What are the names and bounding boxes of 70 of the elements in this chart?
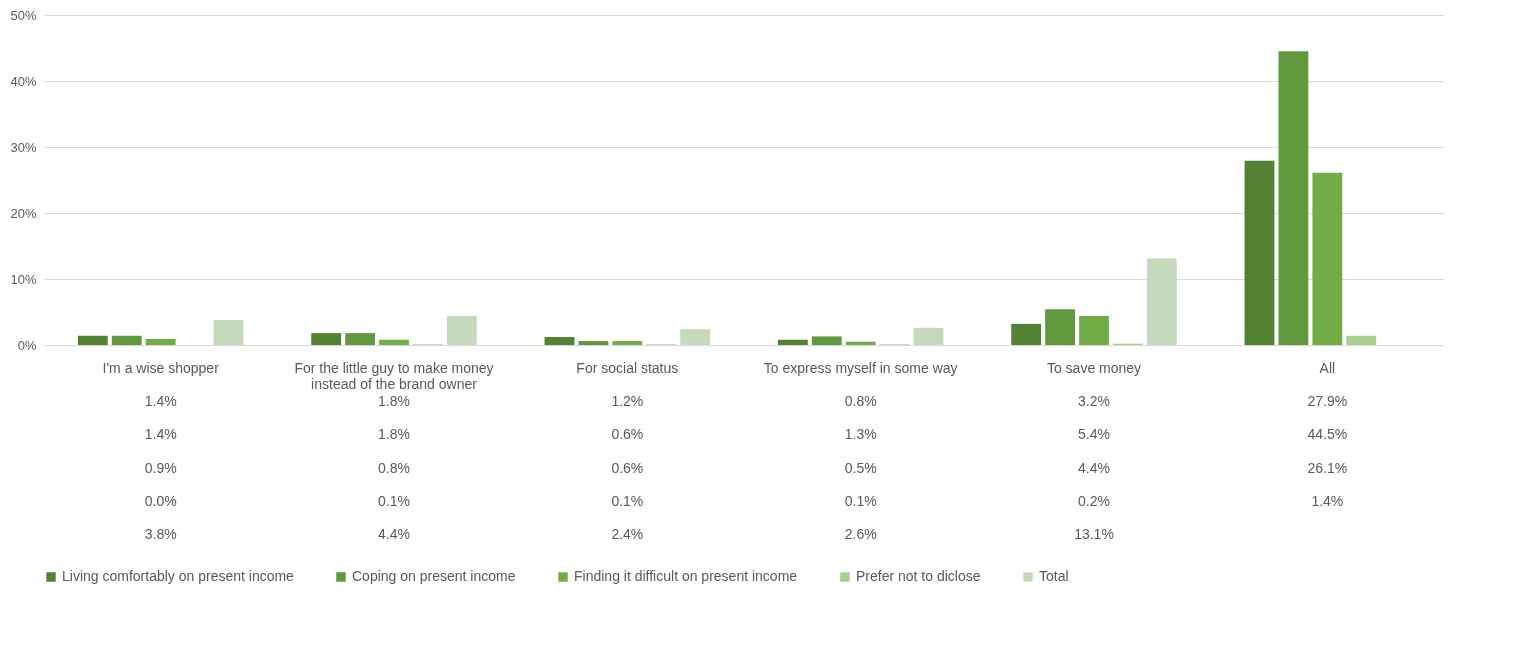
bar: [544, 337, 575, 345]
data-label: 2.6%: [844, 526, 877, 543]
x-tick-label: I'm a wise shopper: [102, 359, 220, 376]
data-label: 0.9%: [144, 459, 177, 476]
data-label: 4.4%: [378, 526, 410, 543]
data-label: 3.8%: [144, 526, 177, 543]
legend-label: Coping on present income: [352, 568, 516, 584]
bar: [1244, 160, 1275, 345]
y-tick-label: 10%: [10, 271, 37, 287]
x-tick-label: For social status: [576, 359, 679, 376]
data-label: 1.4%: [144, 426, 177, 443]
bar: [1079, 315, 1109, 345]
bar: [345, 333, 376, 345]
bar: [111, 335, 142, 345]
data-label: 1.2%: [611, 393, 644, 409]
legend-label: Finding it difficult on present income: [574, 568, 798, 584]
legend-label: Living comfortably on present income: [62, 568, 295, 584]
bar: [311, 333, 342, 345]
data-label: 0.1%: [844, 493, 877, 509]
data-label: 26.1%: [1307, 459, 1348, 476]
data-label: 1.8%: [378, 426, 410, 443]
legend-label: Prefer not to diclose: [856, 568, 981, 584]
data-label: 3.2%: [1078, 393, 1110, 409]
data-label: 0.2%: [1078, 493, 1110, 509]
data-label: 44.5%: [1307, 426, 1348, 443]
bar: [1011, 323, 1042, 345]
x-tick-label: To express myself in some way: [763, 359, 958, 376]
bar: [1045, 309, 1076, 345]
x-tick-label: All: [1319, 359, 1336, 376]
data-label: 0.6%: [611, 459, 644, 476]
bar: [680, 329, 711, 345]
y-tick-label: 20%: [10, 205, 37, 221]
bar: [145, 339, 176, 345]
y-tick-label: 30%: [10, 139, 37, 155]
bar: [811, 336, 842, 345]
data-label: 1.4%: [1311, 493, 1344, 509]
bar: [1312, 172, 1343, 345]
bar: [446, 315, 477, 345]
bar: [845, 341, 876, 345]
data-label: 0.1%: [378, 493, 410, 509]
data-label: 13.1%: [1074, 526, 1114, 543]
data-label: 0.5%: [844, 459, 877, 476]
y-tick-label: 50%: [10, 7, 37, 23]
bar: [612, 341, 643, 345]
data-label: 0.6%: [611, 426, 644, 443]
data-label: 1.8%: [378, 393, 410, 409]
y-tick-label: 0%: [17, 337, 37, 353]
bar: [213, 319, 244, 345]
data-label: 1.3%: [844, 426, 877, 443]
data-label: 0.0%: [144, 493, 177, 509]
data-label: 5.4%: [1078, 426, 1110, 443]
bar: [913, 327, 944, 345]
legend-label: Total: [1039, 568, 1069, 584]
data-label: 2.4%: [611, 526, 644, 543]
bar: [777, 339, 808, 345]
x-tick-label: To save money: [1046, 359, 1142, 376]
bar: [379, 339, 409, 345]
data-label: 4.4%: [1078, 459, 1110, 476]
bar: [1346, 335, 1377, 345]
data-label: 27.9%: [1307, 393, 1348, 409]
bar: [1146, 258, 1177, 345]
bar: [1278, 51, 1309, 345]
bar: [578, 341, 609, 345]
data-label: 0.8%: [378, 459, 410, 476]
data-label: 1.4%: [144, 393, 177, 409]
data-label: 0.1%: [611, 493, 644, 509]
bar: [77, 335, 108, 345]
data-label: 0.8%: [844, 393, 877, 409]
x-tick-label: For the little guy to make money instead of the brand owner: [294, 359, 494, 392]
y-tick-label: 40%: [10, 73, 37, 89]
